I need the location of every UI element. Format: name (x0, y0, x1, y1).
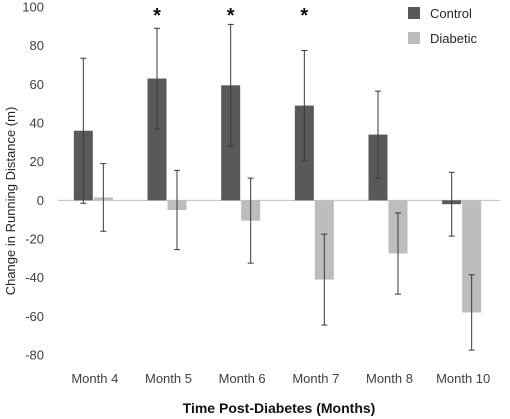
y-tick-label: 60 (30, 77, 44, 92)
error-bar-diabetic (321, 233, 328, 326)
y-tick-label: 0 (37, 193, 44, 208)
y-tick-label: -60 (25, 309, 44, 324)
legend-label: Diabetic (430, 31, 477, 46)
x-tick-label: Month 5 (145, 371, 192, 386)
error-bar-control (375, 90, 381, 179)
error-bar-control (448, 171, 455, 237)
significance-asterisk: * (300, 5, 308, 27)
x-axis-title: Time Post-Diabetes (Months) (183, 400, 376, 416)
legend-swatch (408, 32, 420, 44)
y-axis-title: Change in Running Distance (m) (3, 107, 18, 296)
y-tick-label: 40 (30, 116, 44, 131)
error-bar-control (301, 50, 308, 162)
y-tick-label: 20 (30, 154, 44, 169)
y-tick-label: -80 (25, 348, 44, 363)
error-bar-diabetic (174, 169, 180, 251)
legend: Control Diabetic (408, 6, 477, 46)
error-bar-diabetic (247, 177, 254, 264)
x-tick-label: Month 6 (219, 371, 266, 386)
bar-diabetic (462, 200, 482, 313)
significance-marks: * * * (153, 5, 308, 27)
x-tick-label: Month 8 (366, 371, 413, 386)
significance-asterisk: * (227, 5, 235, 27)
bars (73, 78, 482, 313)
legend-label: Control (430, 6, 472, 21)
error-bar-control (227, 23, 234, 147)
y-axis-ticks: 100 80 60 40 20 0 -20 -40 -60 -80 (22, 0, 44, 363)
error-bar-control (154, 27, 160, 130)
x-tick-label: Month 7 (292, 371, 339, 386)
y-tick-label: -40 (25, 270, 44, 285)
legend-item-control: Control (408, 6, 472, 21)
x-tick-label: Month 10 (436, 371, 490, 386)
bar-control (147, 78, 167, 201)
error-bars (80, 23, 475, 351)
legend-swatch (408, 7, 420, 19)
significance-asterisk: * (153, 5, 161, 27)
error-bar-diabetic (100, 163, 107, 232)
y-tick-label: -20 (25, 232, 44, 247)
y-tick-label: 80 (30, 38, 44, 53)
y-tick-label: 100 (22, 0, 44, 15)
error-bar-diabetic (468, 274, 475, 351)
legend-item-diabetic: Diabetic (408, 31, 477, 46)
error-bar-control (80, 57, 87, 204)
x-tick-label: Month 4 (71, 371, 118, 386)
error-bar-diabetic (395, 212, 401, 295)
x-axis-ticks: Month 4 Month 5 Month 6 Month 7 Month 8 Month… (71, 371, 490, 386)
